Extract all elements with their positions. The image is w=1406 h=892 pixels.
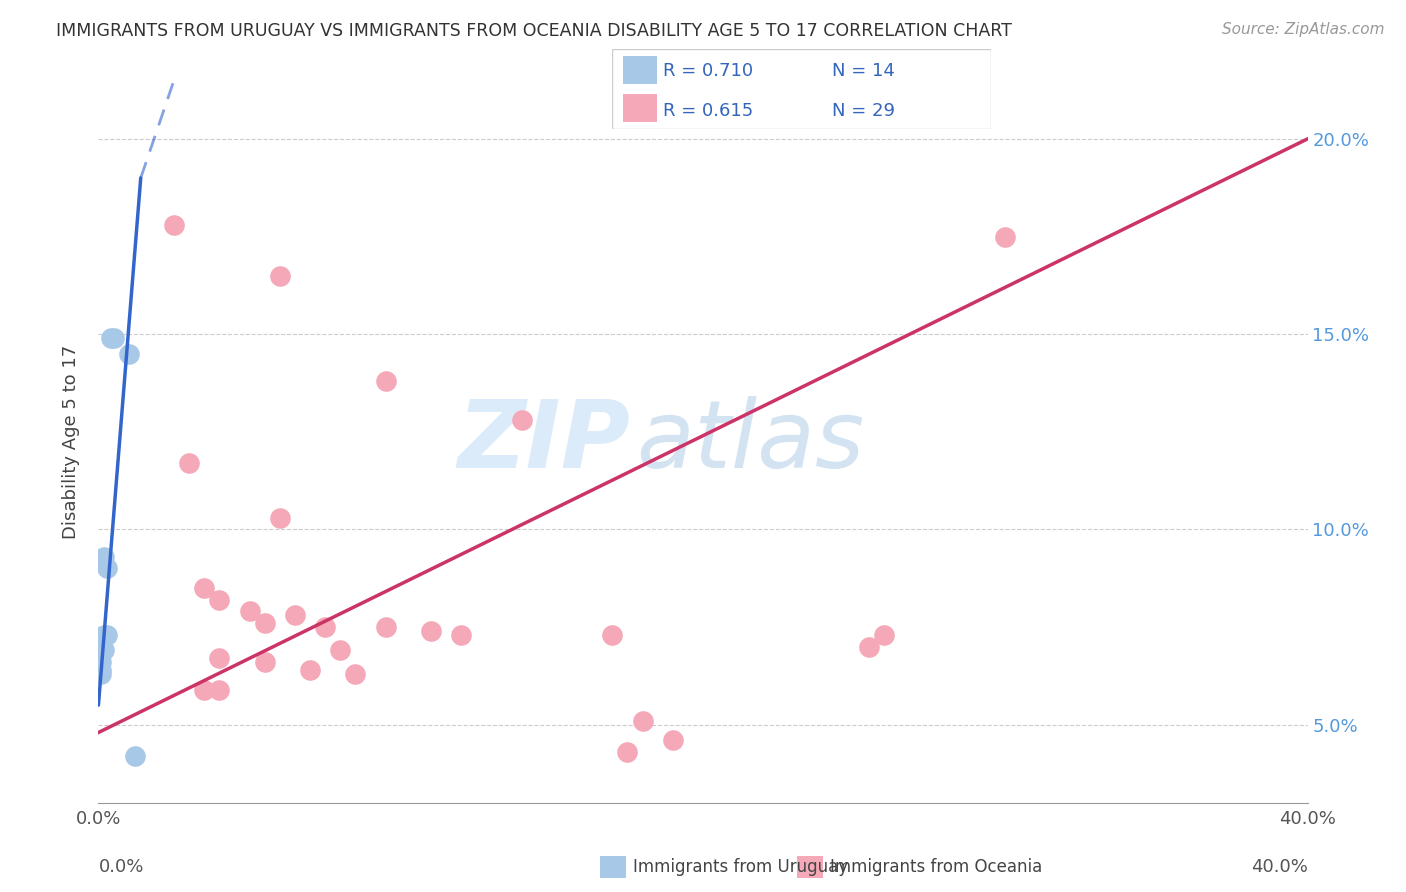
- Point: [163, 218, 186, 232]
- Point: [193, 682, 215, 697]
- Point: [253, 616, 276, 631]
- Point: [661, 733, 683, 747]
- Point: [90, 655, 112, 669]
- Point: [858, 640, 880, 654]
- Text: R = 0.615: R = 0.615: [662, 102, 754, 120]
- FancyBboxPatch shape: [797, 856, 823, 878]
- Y-axis label: Disability Age 5 to 17: Disability Age 5 to 17: [62, 344, 80, 539]
- Point: [208, 651, 231, 665]
- Point: [284, 608, 307, 623]
- Text: R = 0.710: R = 0.710: [662, 62, 754, 79]
- FancyBboxPatch shape: [623, 56, 657, 85]
- Text: ZIP: ZIP: [457, 395, 630, 488]
- Point: [193, 581, 215, 595]
- Point: [103, 331, 125, 345]
- Point: [208, 592, 231, 607]
- Text: 0.0%: 0.0%: [98, 858, 143, 876]
- Point: [631, 714, 654, 728]
- Point: [299, 663, 322, 677]
- Point: [994, 229, 1017, 244]
- Point: [269, 510, 291, 524]
- Point: [90, 663, 112, 677]
- Point: [239, 604, 262, 618]
- Text: IMMIGRANTS FROM URUGUAY VS IMMIGRANTS FROM OCEANIA DISABILITY AGE 5 TO 17 CORREL: IMMIGRANTS FROM URUGUAY VS IMMIGRANTS FR…: [56, 22, 1012, 40]
- Point: [420, 624, 443, 638]
- Point: [179, 456, 201, 470]
- Point: [93, 643, 115, 657]
- Point: [374, 374, 396, 388]
- Point: [616, 745, 638, 759]
- FancyBboxPatch shape: [600, 856, 626, 878]
- Text: atlas: atlas: [637, 396, 865, 487]
- Point: [450, 628, 472, 642]
- Text: N = 14: N = 14: [832, 62, 894, 79]
- Point: [269, 268, 291, 283]
- FancyBboxPatch shape: [612, 49, 991, 129]
- Point: [124, 748, 146, 763]
- Point: [314, 620, 336, 634]
- Point: [96, 561, 118, 575]
- Point: [374, 620, 396, 634]
- Point: [93, 549, 115, 564]
- Point: [344, 667, 367, 681]
- Text: 40.0%: 40.0%: [1251, 858, 1308, 876]
- Text: Immigrants from Oceania: Immigrants from Oceania: [830, 858, 1042, 876]
- Text: Immigrants from Uruguay: Immigrants from Uruguay: [633, 858, 848, 876]
- Point: [90, 640, 112, 654]
- Point: [329, 643, 352, 657]
- FancyBboxPatch shape: [623, 94, 657, 122]
- Point: [90, 667, 112, 681]
- Text: Source: ZipAtlas.com: Source: ZipAtlas.com: [1222, 22, 1385, 37]
- Point: [93, 628, 115, 642]
- Point: [118, 346, 141, 360]
- Point: [602, 628, 624, 642]
- Point: [90, 643, 112, 657]
- Point: [208, 682, 231, 697]
- Point: [253, 655, 276, 669]
- Text: N = 29: N = 29: [832, 102, 894, 120]
- Point: [96, 628, 118, 642]
- Point: [510, 413, 533, 427]
- Point: [873, 628, 896, 642]
- Point: [100, 331, 122, 345]
